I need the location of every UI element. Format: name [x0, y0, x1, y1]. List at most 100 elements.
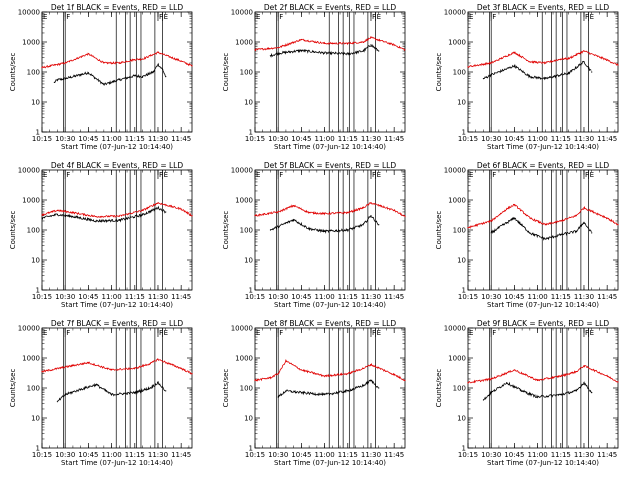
- data-point-lld: [617, 64, 619, 66]
- data-point-lld: [513, 51, 515, 54]
- data-point-events: [323, 52, 326, 54]
- data-point-events: [323, 394, 326, 396]
- x-tick-label: 10:45: [291, 135, 311, 143]
- data-point-events: [362, 224, 364, 226]
- y-tick-label: 10000: [18, 9, 40, 17]
- x-tick-label: 10:30: [268, 135, 288, 143]
- y-tick-label: 10: [244, 257, 253, 265]
- y-tick-label: 1: [249, 445, 253, 453]
- x-axis-label: Start Time (07-Jun-12 10:14:40): [274, 301, 386, 309]
- data-point-events: [80, 388, 82, 390]
- data-point-lld: [180, 60, 182, 62]
- flag-label: E: [469, 13, 473, 21]
- y-tick-label: 1: [462, 287, 466, 295]
- y-tick-label: 1000: [22, 355, 40, 363]
- x-axis-label: Start Time (07-Jun-12 10:14:40): [487, 301, 599, 309]
- y-tick-label: 1: [36, 287, 40, 295]
- y-tick-label: 10000: [231, 167, 253, 175]
- flag-label: E: [377, 171, 381, 179]
- data-point-events: [141, 214, 144, 216]
- data-point-lld: [134, 58, 136, 61]
- data-point-events: [513, 217, 515, 219]
- y-tick-label: 1: [249, 287, 253, 295]
- chart-title: Det 4f BLACK = Events, RED = LLD: [51, 161, 184, 170]
- data-point-lld: [583, 207, 585, 209]
- x-tick-label: 10:30: [55, 135, 75, 143]
- data-point-events: [490, 232, 492, 234]
- series-line-lld: [41, 51, 193, 69]
- series-line-events: [57, 380, 166, 402]
- chart-title: Det 3f BLACK = Events, RED = LLD: [477, 3, 610, 12]
- x-tick-label: 11:45: [597, 135, 617, 143]
- data-point-events: [323, 230, 326, 232]
- data-point-events: [277, 52, 279, 54]
- y-tick-label: 10000: [18, 325, 40, 333]
- data-point-lld: [41, 371, 43, 373]
- series-line-events: [270, 215, 379, 234]
- x-tick-label: 11:45: [384, 451, 404, 459]
- data-point-events: [513, 65, 515, 67]
- y-tick-label: 1: [249, 129, 253, 137]
- x-tick-label: 11:00: [314, 135, 334, 143]
- y-tick-label: 10: [31, 415, 40, 423]
- data-point-events: [378, 387, 380, 389]
- y-tick-label: 1: [462, 129, 466, 137]
- flag-label: E: [256, 13, 260, 21]
- data-point-events: [277, 396, 279, 398]
- series-line-events: [277, 379, 379, 399]
- data-point-lld: [362, 41, 364, 43]
- y-tick-label: 10000: [444, 325, 466, 333]
- series-line-lld: [254, 358, 406, 382]
- data-point-events: [118, 219, 120, 221]
- data-point-lld: [95, 215, 97, 218]
- x-tick-label: 11:00: [527, 293, 547, 301]
- data-point-events: [110, 394, 113, 396]
- series-line-lld: [255, 201, 406, 217]
- data-point-lld: [490, 220, 492, 222]
- data-point-lld: [141, 209, 144, 212]
- series-line-lld: [467, 365, 619, 384]
- x-tick-label: 10:15: [245, 135, 265, 143]
- data-point-lld: [513, 369, 515, 371]
- chart-panel-4: Det 4f BLACK = Events, RED = LLD 1 10 100 10…: [9, 161, 193, 309]
- data-point-lld: [575, 371, 577, 373]
- x-tick-label: 11:30: [148, 135, 168, 143]
- data-point-events: [72, 215, 74, 218]
- x-tick-label: 11:45: [171, 451, 191, 459]
- flag-label: E: [590, 171, 594, 179]
- data-point-lld: [56, 209, 59, 212]
- data-point-events: [269, 229, 272, 231]
- x-tick-label: 11:00: [314, 451, 334, 459]
- flag-label: E: [469, 171, 473, 179]
- series-line-events: [54, 62, 166, 86]
- series-line-lld: [254, 36, 406, 52]
- data-point-events: [149, 387, 151, 389]
- flag-label: F: [279, 329, 283, 337]
- chart-title: Det 6f BLACK = Events, RED = LLD: [477, 161, 610, 170]
- data-point-events: [269, 55, 272, 57]
- y-tick-label: 1000: [235, 39, 253, 47]
- data-point-events: [370, 379, 372, 381]
- x-tick-label: 11:00: [527, 451, 547, 459]
- data-point-lld: [103, 62, 105, 64]
- y-tick-label: 10: [457, 257, 466, 265]
- data-point-events: [506, 382, 508, 384]
- data-point-events: [285, 390, 287, 392]
- data-point-events: [560, 74, 562, 76]
- data-point-lld: [72, 212, 74, 214]
- flag-label: E: [469, 329, 473, 337]
- flag-label: E: [590, 13, 594, 21]
- data-point-events: [591, 232, 593, 234]
- data-point-lld: [490, 62, 492, 64]
- data-point-lld: [404, 49, 406, 51]
- data-point-events: [362, 50, 364, 52]
- y-tick-label: 1: [462, 445, 466, 453]
- chart-title: Det 1f BLACK = Events, RED = LLD: [51, 3, 184, 12]
- flag-label: E: [43, 329, 47, 337]
- data-point-lld: [254, 49, 256, 51]
- plot-frame: [254, 327, 406, 449]
- x-tick-label: 10:30: [481, 135, 501, 143]
- x-tick-label: 10:45: [78, 451, 98, 459]
- data-point-events: [157, 207, 159, 209]
- data-point-events: [370, 44, 372, 46]
